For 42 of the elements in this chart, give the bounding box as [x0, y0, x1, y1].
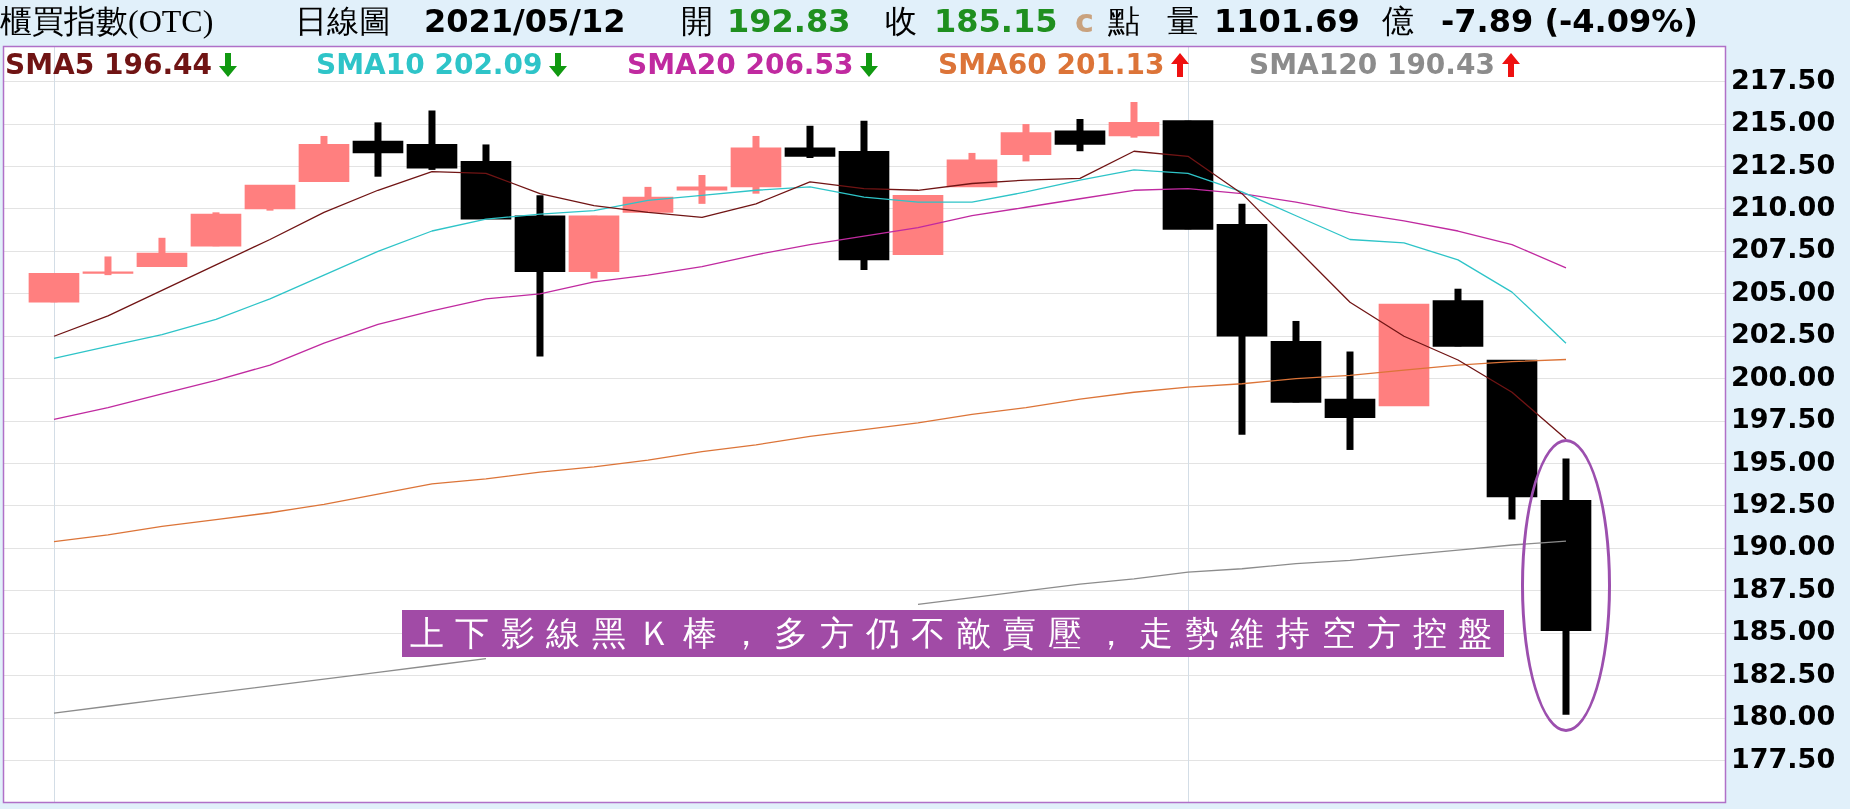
y-tick-label: 190.00 — [1731, 530, 1836, 562]
text: SMA5 196.44 — [5, 48, 212, 82]
text: 192.83 — [727, 1, 851, 42]
candlestick — [1108, 102, 1160, 138]
y-tick-label: 210.00 — [1731, 190, 1836, 222]
text: c — [1075, 1, 1094, 42]
y-tick-label: 187.50 — [1731, 572, 1836, 604]
text: 185.15 — [934, 1, 1058, 42]
chart-subtitle: 日線圖 — [295, 2, 391, 41]
y-tick-label: 180.00 — [1731, 700, 1836, 732]
text: SMA120 190.43 — [1249, 48, 1495, 82]
y-tick-label: 202.50 — [1731, 318, 1836, 350]
text: 點 — [1108, 2, 1140, 41]
text: SMA20 206.53 — [627, 48, 854, 82]
text: 1101.69 — [1214, 1, 1360, 42]
text: -7.89 (-4.09%) — [1441, 1, 1698, 42]
text: 2021/05/12 — [424, 1, 626, 42]
y-tick-label: 207.50 — [1731, 233, 1836, 265]
text: SMA60 201.13 — [938, 48, 1165, 82]
text: 開 — [681, 2, 713, 41]
candlestick — [352, 122, 404, 177]
y-tick-label: 177.50 — [1731, 742, 1836, 774]
y-tick-label: 215.00 — [1731, 106, 1836, 138]
y-tick-label: 192.50 — [1731, 487, 1836, 519]
text: 收 — [885, 2, 917, 41]
text: 億 — [1382, 2, 1414, 41]
y-tick-label: 200.00 — [1731, 360, 1836, 392]
y-tick-label: 185.00 — [1731, 615, 1836, 647]
y-tick-label: 182.50 — [1731, 657, 1836, 689]
y-tick-label: 205.00 — [1731, 275, 1836, 307]
candlestick — [784, 125, 836, 159]
y-tick-label: 212.50 — [1731, 148, 1836, 180]
candlestick — [1324, 351, 1376, 450]
candlestick — [82, 256, 134, 276]
text: SMA10 202.09 — [316, 48, 543, 82]
y-tick-label: 195.00 — [1731, 445, 1836, 477]
y-tick-label: 197.50 — [1731, 403, 1836, 435]
annotation: 上下影線黑Ｋ棒，多方仍不敵賣壓，走勢維持空方控盤 — [401, 610, 1504, 657]
y-tick-label: 217.50 — [1731, 63, 1836, 95]
text: 量 — [1167, 2, 1199, 41]
candlestick — [676, 175, 728, 204]
chart-title: 櫃買指數(OTC) — [0, 2, 214, 41]
